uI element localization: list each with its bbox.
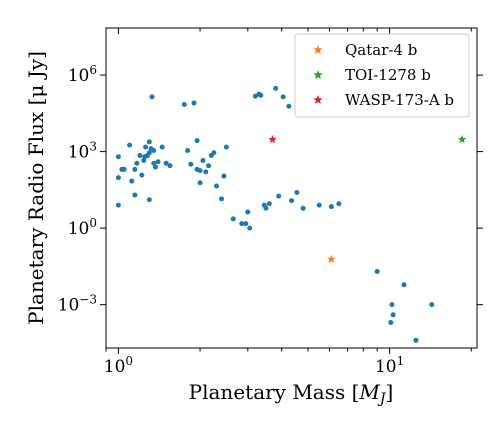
- data-point: [266, 201, 272, 207]
- data-point: [280, 94, 286, 100]
- data-point: [294, 189, 300, 195]
- data-point: [336, 201, 342, 207]
- legend-label: WASP-173-A b: [345, 91, 454, 109]
- data-point: [159, 144, 165, 150]
- legend-box: [294, 33, 470, 118]
- data-point: [263, 205, 269, 211]
- legend-label: TOI-1278 b: [345, 66, 431, 84]
- data-point: [401, 282, 407, 288]
- y-tick-label: 106: [68, 63, 97, 86]
- legend-marker: [313, 70, 323, 80]
- data-point: [129, 178, 135, 184]
- data-point: [221, 173, 227, 179]
- data-point: [374, 268, 380, 274]
- data-point: [143, 144, 149, 150]
- data-point: [137, 153, 143, 159]
- data-point: [316, 202, 322, 208]
- data-point: [132, 166, 138, 172]
- data-point: [181, 102, 187, 108]
- data-point: [258, 92, 264, 98]
- data-point: [121, 166, 127, 172]
- data-point: [239, 221, 245, 227]
- data-point: [197, 180, 203, 186]
- data-point: [115, 175, 121, 181]
- data-point: [185, 148, 191, 154]
- data-point: [132, 192, 138, 198]
- data-point: [289, 198, 295, 204]
- data-point: [206, 163, 212, 169]
- data-point: [163, 160, 169, 166]
- data-point: [247, 225, 253, 231]
- legend-marker: [313, 45, 323, 55]
- data-point: [151, 160, 157, 166]
- data-point: [223, 144, 229, 150]
- data-point: [230, 216, 236, 222]
- data-point: [139, 172, 145, 178]
- legend: Qatar-4 b TOI-1278 b WASP-173-A b: [294, 33, 470, 118]
- data-point: [167, 163, 173, 169]
- data-point: [127, 142, 133, 148]
- data-point: [286, 103, 292, 109]
- x-tick-label: 100: [104, 354, 133, 377]
- data-point: [115, 154, 121, 160]
- data-point: [211, 150, 217, 156]
- data-point: [146, 139, 152, 145]
- data-point: [390, 312, 396, 318]
- legend-label: Qatar-4 b: [345, 41, 417, 59]
- data-point: [245, 209, 251, 215]
- points-layer: [115, 85, 467, 343]
- data-point: [146, 197, 152, 203]
- data-point: [197, 168, 203, 174]
- data-point: [328, 204, 334, 210]
- data-point: [429, 302, 435, 308]
- y-tick-label: 10−3: [58, 293, 97, 316]
- data-point: [188, 161, 194, 167]
- data-point: [134, 160, 140, 166]
- data-point: [200, 157, 206, 163]
- data-point: [273, 85, 279, 91]
- legend-marker: [313, 95, 323, 105]
- y-axis-title: Planetary Radio Flux [μ Jy]: [24, 51, 48, 325]
- data-point: [152, 164, 158, 170]
- data-point: [243, 221, 249, 227]
- data-point: [219, 196, 225, 202]
- star-point-3: [268, 134, 277, 144]
- data-point: [300, 205, 306, 211]
- data-point: [115, 202, 121, 208]
- x-tick-label: 101: [375, 354, 404, 377]
- data-point: [155, 159, 161, 165]
- data-point: [149, 94, 155, 100]
- data-point: [151, 148, 157, 154]
- y-tick-label: 100: [68, 216, 97, 239]
- star-point-2: [457, 134, 467, 144]
- data-point: [389, 302, 395, 308]
- plot-frame: [105, 27, 478, 349]
- data-point: [388, 319, 394, 325]
- y-tick-label: 103: [68, 140, 97, 163]
- data-point: [214, 183, 220, 189]
- data-point: [276, 193, 282, 199]
- star-point-1: [327, 254, 336, 263]
- data-point: [413, 337, 419, 343]
- data-point: [203, 169, 209, 175]
- data-point: [194, 138, 200, 144]
- x-axis-title: Planetary Mass [MJ]: [189, 380, 394, 407]
- data-point: [146, 150, 152, 156]
- data-point: [191, 100, 197, 106]
